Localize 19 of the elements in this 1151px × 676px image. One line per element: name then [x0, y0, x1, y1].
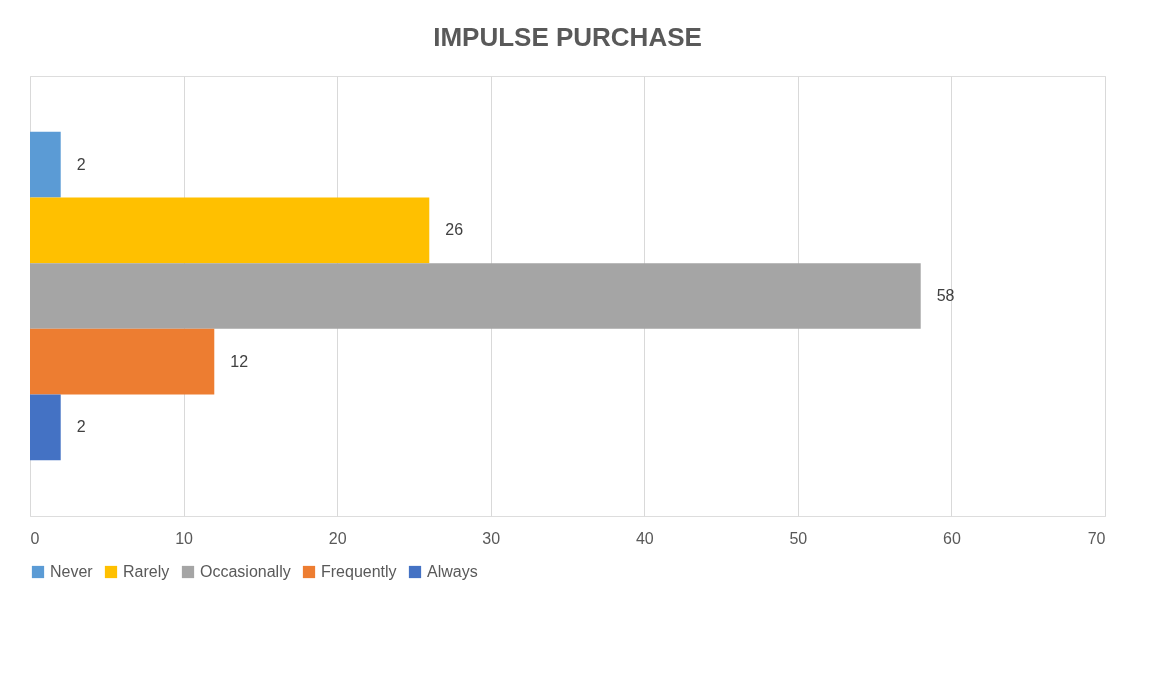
data-label: 26	[445, 221, 464, 239]
x-tick-label: 30	[482, 529, 501, 547]
x-tick-label: 70	[1087, 529, 1106, 547]
x-tick-label: 60	[943, 529, 961, 547]
chart-title: IMPULSE PURCHASE	[433, 22, 702, 52]
legend-label: Rarely	[123, 563, 170, 580]
legend-label: Frequently	[321, 563, 397, 580]
x-tick-label: 10	[175, 529, 194, 547]
data-label: 12	[230, 352, 249, 370]
legend-label: Never	[50, 563, 94, 580]
data-label: 2	[76, 418, 86, 436]
x-tick-label: 50	[789, 529, 808, 547]
data-label: 2	[76, 155, 86, 173]
legend-label: Occasionally	[200, 563, 291, 580]
x-tick-label: 20	[328, 529, 347, 547]
x-tick-label: 0	[30, 529, 40, 547]
x-tick-label: 40	[635, 529, 654, 547]
legend-label: Always	[427, 563, 478, 580]
data-label: 58	[936, 287, 955, 304]
